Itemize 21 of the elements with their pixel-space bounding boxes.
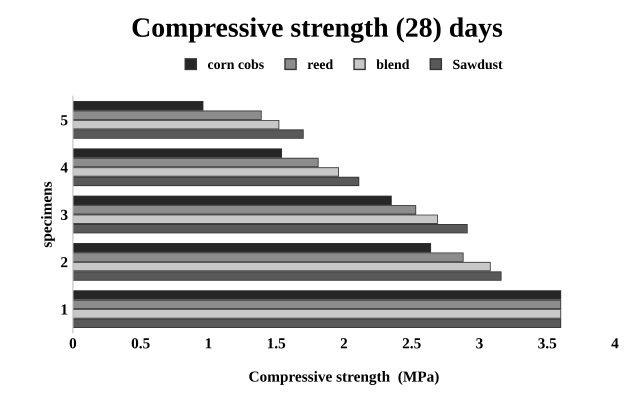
y-tick-label: 1 [62,304,68,314]
chart-title: Compressive strength (28) days [132,17,502,43]
x-tick-label: 2.5 [402,338,421,349]
x-tick-label: 2 [340,338,348,348]
legend-label: Sawdust [453,59,503,70]
x-tick-label: 3 [476,338,483,348]
x-tick-label: 1.5 [268,338,286,349]
y-tick-label: 4 [60,162,68,173]
legend-label: corn cobs [208,59,264,70]
x-tick-label: 0.5 [132,338,150,349]
x-axis-title: Compressive strength (MPa) [249,370,439,385]
legend-label: reed [308,59,334,70]
x-tick-label: 1 [206,338,212,348]
y-tick-label: 5 [61,115,68,126]
x-tick-label: 3.5 [538,338,556,349]
x-tick-label: 0 [70,338,76,348]
legend-label: blend [376,59,410,70]
y-tick-label: 3 [60,210,68,220]
x-tick-label: 4 [611,338,619,348]
y-axis-title: specimens [41,182,55,248]
y-tick-label: 2 [61,257,68,268]
